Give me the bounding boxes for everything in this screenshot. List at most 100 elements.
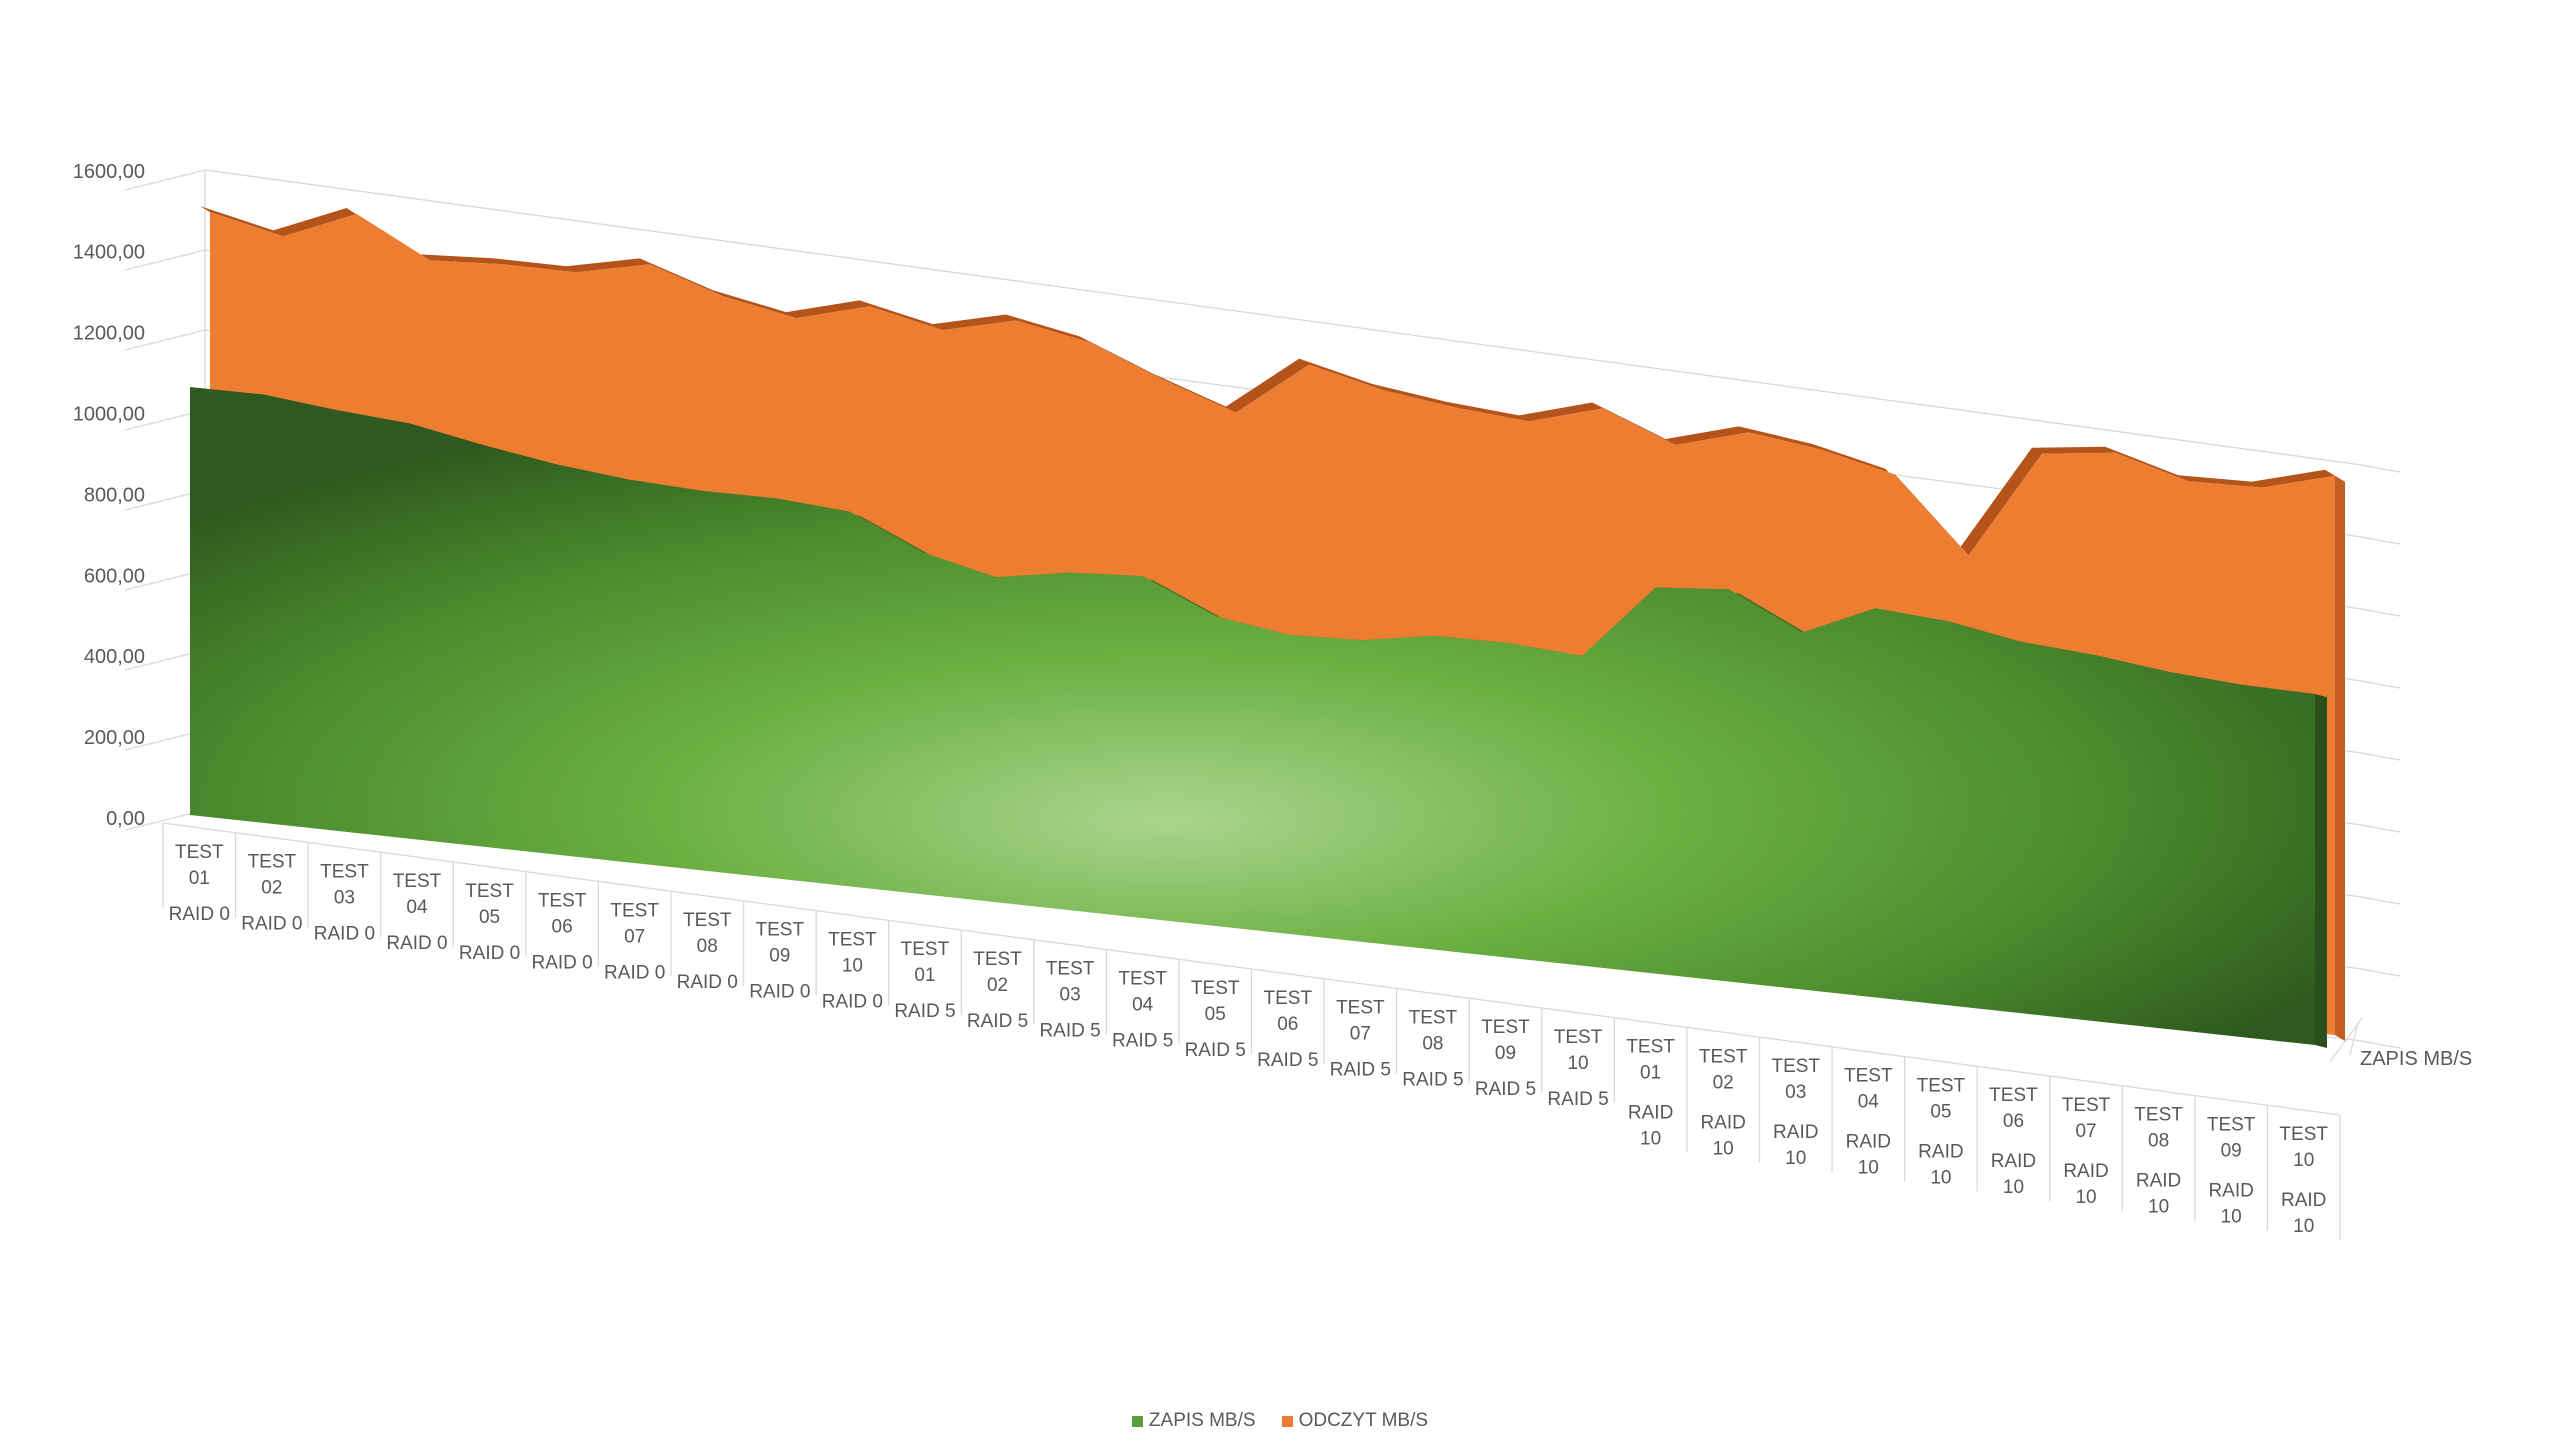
- y-tick-label: 1600,00: [73, 161, 145, 183]
- x-category-label: TEST: [1771, 1056, 1820, 1077]
- x-category-label: TEST: [1481, 1017, 1530, 1038]
- gridline: [204, 169, 2356, 465]
- series-zapis-area: [190, 387, 2315, 1045]
- gridline-side: [2354, 607, 2401, 617]
- x-category-label: 06: [552, 917, 573, 938]
- x-category-label: TEST: [1264, 988, 1313, 1009]
- y-tick-label: 0,00: [106, 808, 145, 830]
- x-group-label: RAID: [2281, 1190, 2326, 1211]
- y-tick-label: 800,00: [84, 484, 145, 506]
- legend-label-odczyt: ODCZYT MB/S: [1298, 1410, 1429, 1431]
- x-group-label: RAID 5: [1475, 1079, 1536, 1100]
- x-category-label: 05: [479, 907, 500, 928]
- gridline-side: [124, 169, 206, 191]
- x-group-label: RAID 0: [822, 991, 883, 1012]
- gridline-side: [2354, 463, 2401, 473]
- legend: ZAPIS MB/S ODCZYT MB/S: [0, 1410, 2560, 1432]
- x-group-label: 10: [2221, 1206, 2242, 1227]
- x-category-label: 02: [1713, 1072, 1734, 1093]
- series-zapis: [190, 387, 2327, 1048]
- x-group-label: RAID 5: [1330, 1060, 1391, 1081]
- x-category-label: TEST: [1699, 1046, 1748, 1067]
- x-group-label: RAID: [1700, 1112, 1745, 1133]
- legend-swatch-odczyt: [1281, 1415, 1293, 1427]
- x-group-label: 10: [1640, 1129, 1661, 1150]
- x-group-label: RAID: [1991, 1151, 2036, 1172]
- y-tick-label: 200,00: [84, 727, 145, 749]
- x-group-label: RAID 0: [677, 972, 738, 993]
- x-category-label: 09: [2221, 1140, 2242, 1161]
- x-category-label: 03: [334, 887, 355, 908]
- x-category-label: TEST: [683, 910, 732, 931]
- gridline-side: [2354, 823, 2401, 833]
- x-group-label: RAID: [1846, 1132, 1891, 1153]
- x-group-label: RAID: [2136, 1171, 2181, 1192]
- x-category-label: TEST: [538, 891, 587, 912]
- x-category-label: 06: [1277, 1014, 1298, 1035]
- x-category-label: TEST: [2134, 1105, 2183, 1126]
- x-category-label: TEST: [973, 949, 1022, 970]
- x-category-label: 04: [1132, 994, 1154, 1015]
- x-category-label: 02: [261, 878, 282, 899]
- x-group-label: RAID 5: [967, 1011, 1028, 1032]
- gridline-side: [2354, 751, 2401, 761]
- x-group-label: RAID: [2063, 1161, 2108, 1182]
- x-category-label: TEST: [465, 881, 514, 902]
- y-tick-label: 600,00: [84, 565, 145, 587]
- x-category-label: 01: [1640, 1063, 1661, 1084]
- x-category-label: 04: [1858, 1092, 1880, 1113]
- x-category-label: TEST: [1626, 1037, 1675, 1058]
- legend-item-zapis[interactable]: ZAPIS MB/S: [1131, 1410, 1256, 1432]
- x-category-label: 10: [842, 955, 863, 976]
- x-group-label: RAID 0: [749, 982, 810, 1003]
- y-tick-label: 1400,00: [73, 242, 145, 264]
- x-group-label: RAID 0: [604, 962, 665, 983]
- x-category-label: 01: [914, 965, 935, 986]
- x-category-label: TEST: [1554, 1027, 1603, 1048]
- x-category-label: 07: [2075, 1121, 2096, 1142]
- x-category-label: TEST: [1191, 978, 1240, 999]
- gridline-side: [2354, 1039, 2401, 1049]
- x-group-label: RAID 0: [241, 914, 302, 935]
- x-group-label: 10: [1713, 1138, 1734, 1159]
- x-category-label: 03: [1785, 1082, 1806, 1103]
- x-group-label: RAID: [2208, 1180, 2253, 1201]
- x-group-label: RAID 0: [169, 904, 230, 925]
- legend-item-odczyt[interactable]: ODCZYT MB/S: [1281, 1410, 1429, 1432]
- x-category-label: TEST: [1336, 998, 1385, 1019]
- x-category-label: 02: [987, 975, 1008, 996]
- x-group-label: RAID 5: [1112, 1030, 1173, 1051]
- axes: 0,00 200,00 400,00 600,00 800,00 1000,00 1200,…: [73, 161, 2472, 1240]
- gridline-side: [124, 329, 206, 351]
- x-category-label: TEST: [901, 939, 950, 960]
- x-category-label: 04: [406, 897, 428, 918]
- x-group-label: RAID 5: [894, 1001, 955, 1022]
- x-category-label: TEST: [1046, 959, 1095, 980]
- gridline-side: [2354, 895, 2401, 905]
- x-group-label: 10: [2075, 1187, 2096, 1208]
- x-category-label: 10: [1567, 1053, 1588, 1074]
- x-category-label: 06: [2003, 1111, 2024, 1132]
- x-category-label: TEST: [1844, 1066, 1893, 1087]
- x-category-label: TEST: [828, 929, 877, 950]
- x-group-label: RAID 5: [1402, 1069, 1463, 1090]
- x-category-label: 08: [2148, 1131, 2169, 1152]
- x-category-label: TEST: [393, 871, 442, 892]
- x-category-label: TEST: [1989, 1085, 2038, 1106]
- x-group-label: RAID 0: [459, 943, 520, 964]
- depth-axis-tick: [2349, 1021, 2359, 1056]
- gridline-side: [2354, 967, 2401, 977]
- y-tick-label: 400,00: [84, 646, 145, 668]
- x-group-label: RAID 5: [1185, 1040, 1246, 1061]
- x-category-label: TEST: [610, 900, 659, 921]
- x-group-label: RAID: [1628, 1103, 1673, 1124]
- gridline-side: [2354, 679, 2401, 689]
- x-group-label: RAID 5: [1039, 1021, 1100, 1042]
- series-odczyt-side-edge: [2335, 475, 2345, 1041]
- x-group-label: 10: [1785, 1148, 1806, 1169]
- y-tick-label: 1000,00: [73, 404, 145, 426]
- gridline-side: [2354, 535, 2401, 545]
- series-odczyt-top-edge: [200, 206, 2335, 556]
- x-group-label: RAID 5: [1257, 1050, 1318, 1071]
